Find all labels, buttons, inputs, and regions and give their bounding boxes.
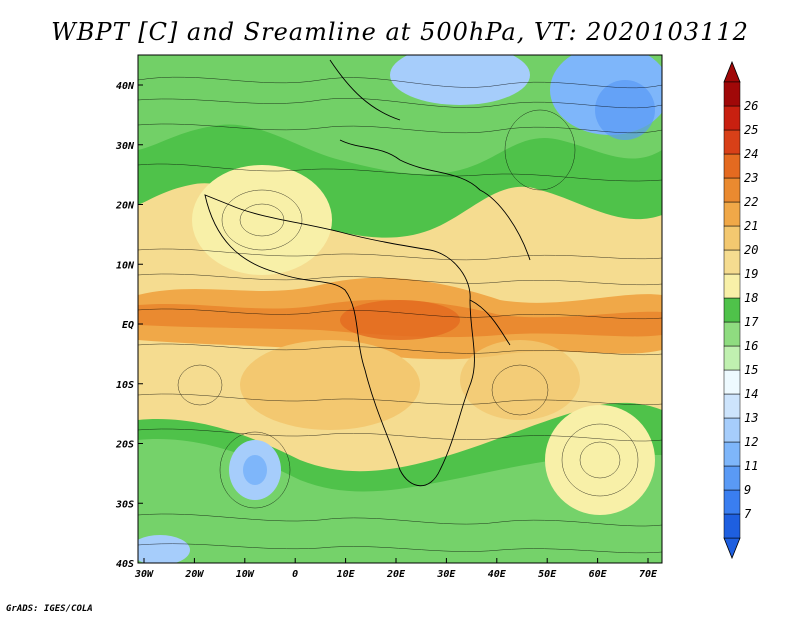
- colorbar-label: 16: [744, 339, 758, 353]
- y-tick-label: 40S: [116, 559, 134, 570]
- colorbar-label: 9: [744, 483, 751, 497]
- y-tick-label: 10S: [116, 380, 134, 391]
- y-tick-label: 10N: [116, 260, 135, 271]
- y-axis: 40N 30N 20N 10N EQ 10S 20S 30S 40S: [115, 81, 143, 570]
- streamlines: [138, 76, 662, 554]
- colorbar-top-arrow: [723, 60, 741, 83]
- colorbar-swatch: [723, 345, 741, 371]
- colorbar-label: 22: [744, 195, 758, 209]
- colorbar-swatch: [723, 297, 741, 323]
- colorbar-label: 21: [744, 219, 758, 233]
- footer-credit: GrADS: IGES/COLA: [6, 604, 93, 614]
- colorbar: 7 9 11 12 13 14 15 16 17 18 19 20 21 22 23 24 25 26: [723, 60, 759, 560]
- colorbar-label: 20: [744, 243, 758, 257]
- x-tick-label: 70E: [639, 569, 658, 580]
- map-title: WBPT [C] and Sreamline at 500hPa, VT: 20…: [51, 18, 749, 46]
- x-tick-label: 10E: [337, 569, 356, 580]
- y-tick-label: 40N: [116, 81, 135, 92]
- colorbar-swatch: [723, 225, 741, 251]
- colorbar-swatch: [723, 513, 741, 539]
- x-tick-label: 50E: [538, 569, 557, 580]
- colorbar-label: 12: [744, 435, 758, 449]
- wbpt-field: [138, 55, 662, 563]
- colorbar-label: 17: [744, 315, 759, 329]
- colorbar-swatch: [723, 417, 741, 443]
- colorbar-label: 18: [744, 291, 758, 305]
- x-tick-label: 30E: [436, 569, 456, 580]
- colorbar-swatch: [723, 177, 741, 203]
- colorbar-swatch: [723, 249, 741, 275]
- colorbar-label: 24: [744, 147, 758, 161]
- colorbar-bottom-arrow: [723, 537, 741, 560]
- x-tick-label: 0: [292, 569, 298, 580]
- colorbar-swatch: [723, 201, 741, 227]
- y-tick-label: 20S: [115, 440, 134, 451]
- y-tick-label: 30N: [115, 141, 135, 152]
- colorbar-label: 26: [744, 99, 758, 113]
- y-tick-label: 20N: [115, 201, 135, 212]
- colorbar-swatch: [723, 369, 741, 395]
- colorbar-label: 14: [744, 387, 758, 401]
- colorbar-label: 13: [744, 411, 758, 425]
- colorbar-swatch: [723, 153, 741, 179]
- x-tick-label: 10W: [236, 569, 255, 580]
- colorbar-label: 11: [744, 459, 758, 473]
- x-axis: 30W 20W 10W 0 10E 20E 30E 40E 50E 60E 70E: [134, 558, 658, 580]
- colorbar-swatch: [723, 489, 741, 515]
- colorbar-label: 25: [744, 123, 758, 137]
- x-tick-label: 40E: [488, 569, 507, 580]
- y-tick-label: EQ: [122, 320, 134, 331]
- colorbar-label: 19: [744, 267, 758, 281]
- colorbar-swatch: [723, 81, 741, 107]
- x-tick-label: 60E: [589, 569, 608, 580]
- coastlines: [204, 59, 531, 487]
- colorbar-label: 15: [744, 363, 758, 377]
- colorbar-swatch: [723, 105, 741, 131]
- y-tick-label: 30S: [115, 499, 134, 510]
- colorbar-swatch: [723, 321, 741, 347]
- colorbar-swatch: [723, 393, 741, 419]
- colorbar-swatch: [723, 273, 741, 299]
- x-tick-label: 20W: [184, 569, 204, 580]
- colorbar-label: 7: [744, 507, 752, 521]
- colorbar-swatch: [723, 465, 741, 491]
- map-frame: [137, 54, 663, 564]
- x-tick-label: 30W: [134, 569, 154, 580]
- colorbar-label: 23: [744, 171, 758, 185]
- colorbar-swatch: [723, 129, 741, 155]
- colorbar-swatch: [723, 441, 741, 467]
- x-tick-label: 20E: [386, 569, 406, 580]
